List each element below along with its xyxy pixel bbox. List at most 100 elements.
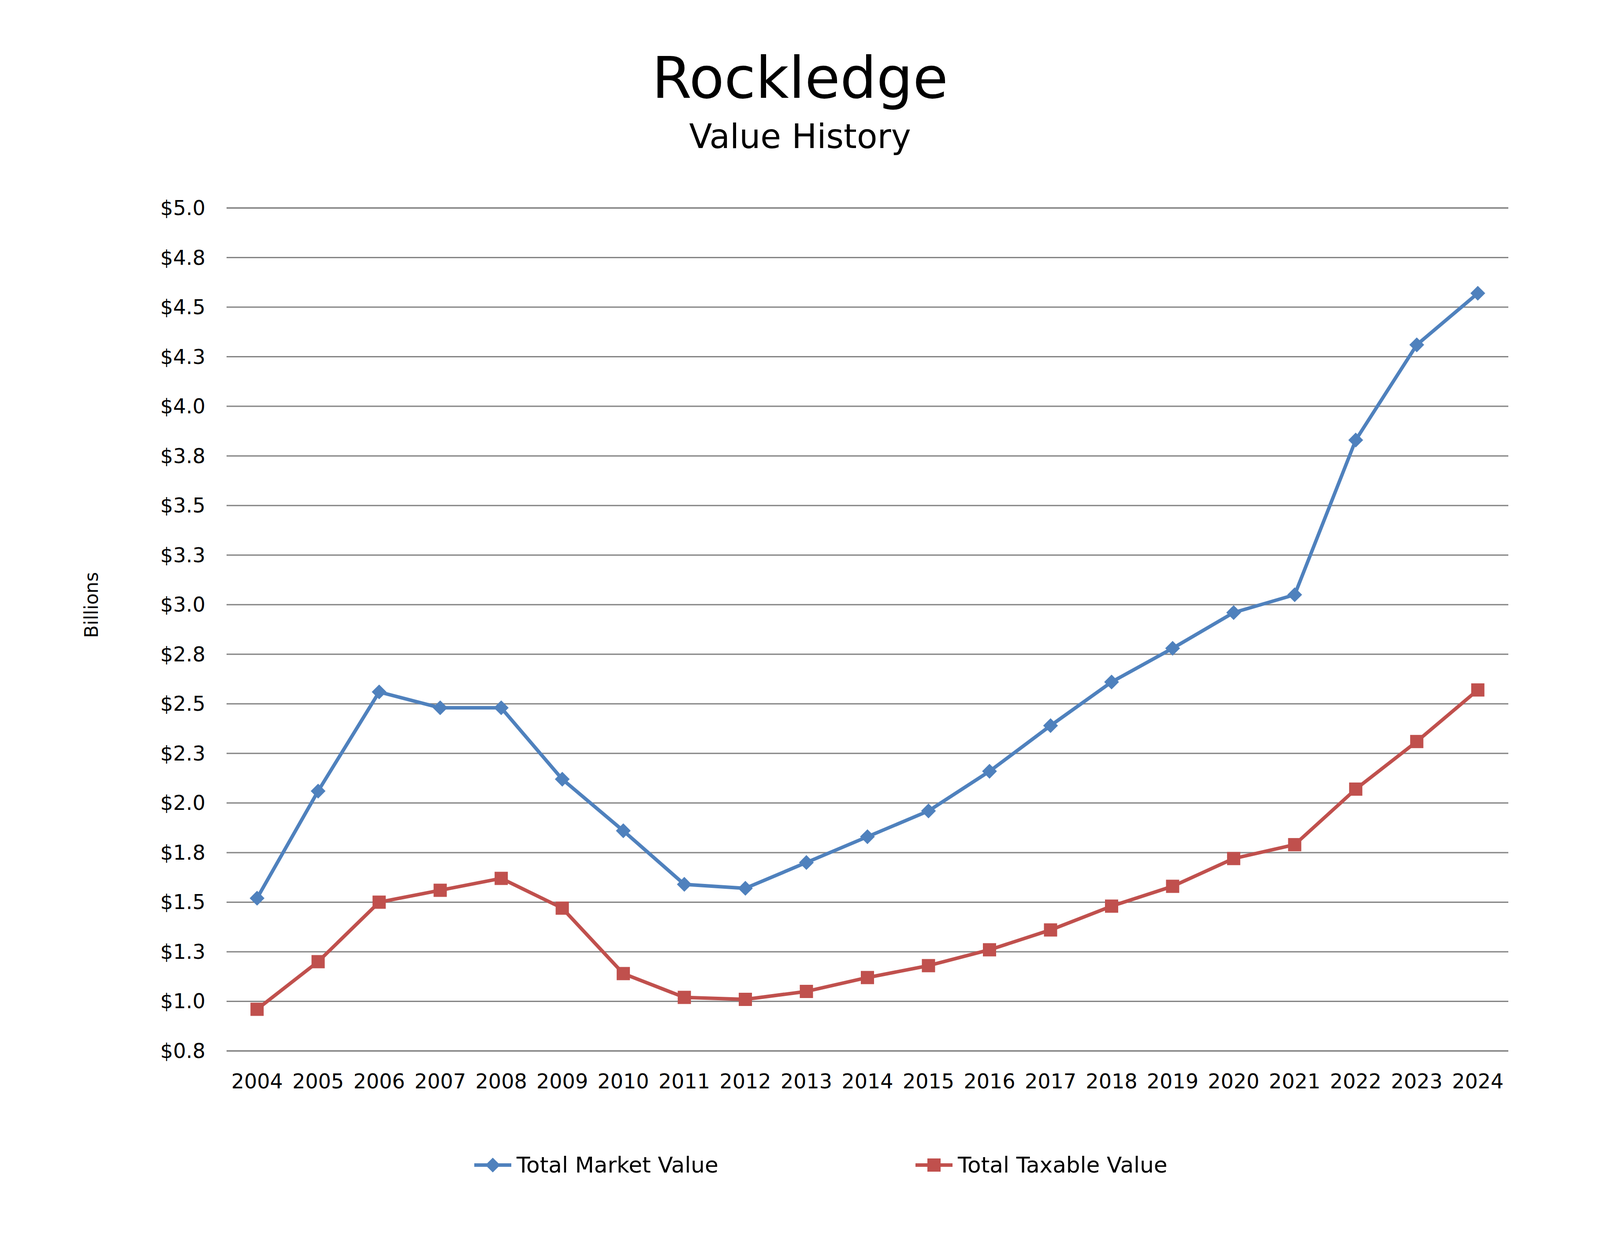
grid-line xyxy=(226,306,1509,309)
x-tick-label: 2011 xyxy=(658,1069,711,1094)
x-tick-label: 2006 xyxy=(353,1069,406,1094)
legend: Total Market Value Total Taxable Value xyxy=(474,1152,1168,1179)
series xyxy=(250,683,1485,1017)
x-tick-label: 2008 xyxy=(475,1069,528,1094)
y-tick-label: $4.0 xyxy=(160,394,206,419)
y-tick-label: $5.0 xyxy=(160,196,206,220)
grid-line xyxy=(226,554,1509,556)
grid-line xyxy=(226,256,1509,259)
point xyxy=(615,823,631,839)
point xyxy=(1348,432,1364,448)
x-tick-label: 2022 xyxy=(1329,1069,1382,1094)
y-tick-label: $2.0 xyxy=(160,791,206,815)
point xyxy=(371,684,387,700)
y-tick-label: $3.8 xyxy=(160,444,206,469)
point xyxy=(1226,605,1242,621)
y-tick-label: $3.5 xyxy=(160,493,206,518)
grid-line xyxy=(226,1000,1509,1003)
grid xyxy=(226,208,1509,1052)
x-tick-label: 2012 xyxy=(719,1069,772,1094)
x-tick-label: 2007 xyxy=(414,1069,466,1094)
point xyxy=(982,764,998,780)
chart: RockledgeValue History Billions $0.8 $1.0 $1… xyxy=(0,0,1600,1236)
y-tick-label: $4.3 xyxy=(160,345,206,369)
legend-marker xyxy=(927,1158,941,1173)
y-tick-label: $3.3 xyxy=(160,543,206,568)
background xyxy=(0,0,1600,1236)
point xyxy=(921,959,935,973)
point xyxy=(1471,683,1485,697)
legend-label: Total Market Value xyxy=(516,1152,719,1179)
grid-line xyxy=(226,653,1509,655)
point xyxy=(737,881,753,897)
point xyxy=(799,855,815,871)
point xyxy=(1104,674,1120,690)
grid-line xyxy=(226,1050,1509,1053)
point xyxy=(250,1002,264,1016)
x-tick-label: 2004 xyxy=(231,1069,283,1094)
series-line xyxy=(256,690,1478,1010)
point xyxy=(433,883,447,897)
x-tick-label: 2010 xyxy=(597,1069,650,1094)
point xyxy=(555,901,570,916)
title: Rockledge xyxy=(651,44,949,112)
point xyxy=(1287,838,1302,852)
point xyxy=(1165,640,1181,656)
series-line xyxy=(256,293,1478,899)
point xyxy=(921,803,937,819)
subtitle: Value History xyxy=(688,116,911,157)
point xyxy=(1227,852,1241,866)
point xyxy=(800,985,814,999)
point xyxy=(738,993,752,1007)
grid-line xyxy=(226,405,1509,408)
grid-line xyxy=(226,207,1509,209)
x-tick-label: 2005 xyxy=(292,1069,344,1094)
point xyxy=(249,891,265,907)
y-tick-label: $4.5 xyxy=(160,295,206,320)
grid-line xyxy=(226,604,1509,606)
point xyxy=(1165,879,1180,894)
y-tick-label: $1.0 xyxy=(160,989,206,1014)
grid-line xyxy=(226,951,1509,953)
grid-line xyxy=(226,752,1509,755)
x-tick-label: 2017 xyxy=(1024,1069,1077,1094)
point xyxy=(1349,782,1363,797)
y-tick-label: $2.3 xyxy=(160,741,206,766)
y-tick-label: $2.8 xyxy=(160,642,206,667)
y-tick-label: $4.8 xyxy=(160,245,206,270)
point xyxy=(860,971,875,985)
point xyxy=(372,895,386,909)
y-axis-label: Billions xyxy=(80,572,103,639)
x-tick-label: 2023 xyxy=(1391,1069,1443,1094)
y-tick-label: $1.8 xyxy=(160,840,206,865)
legend-label: Total Taxable Value xyxy=(957,1152,1168,1179)
x-axis xyxy=(226,1050,1509,1053)
y-tick-label: $0.8 xyxy=(160,1039,206,1064)
point xyxy=(1410,735,1424,749)
x-tick-label: 2014 xyxy=(841,1069,894,1094)
grid-line xyxy=(226,901,1509,904)
grid-line xyxy=(226,802,1509,804)
y-tick-label: $1.3 xyxy=(160,940,206,964)
x-tick-label: 2013 xyxy=(780,1069,833,1094)
point xyxy=(859,829,875,845)
x-tick-label: 2020 xyxy=(1207,1069,1260,1094)
point xyxy=(677,990,692,1005)
y-tick-label: $1.5 xyxy=(160,890,206,915)
point xyxy=(1287,587,1303,603)
grid-line xyxy=(226,455,1509,457)
point xyxy=(1409,337,1425,353)
point xyxy=(982,943,997,957)
point xyxy=(432,700,448,716)
x-tick-label: 2015 xyxy=(902,1069,955,1094)
point xyxy=(493,700,509,716)
point xyxy=(310,784,326,800)
x-tick-label: 2019 xyxy=(1146,1069,1199,1094)
point xyxy=(554,772,570,788)
point xyxy=(677,877,693,893)
plot-area xyxy=(249,286,1485,1017)
point xyxy=(616,967,630,981)
point xyxy=(1105,899,1119,913)
x-tick-label: 2024 xyxy=(1451,1069,1504,1094)
x-tick-label: 2021 xyxy=(1268,1069,1321,1094)
